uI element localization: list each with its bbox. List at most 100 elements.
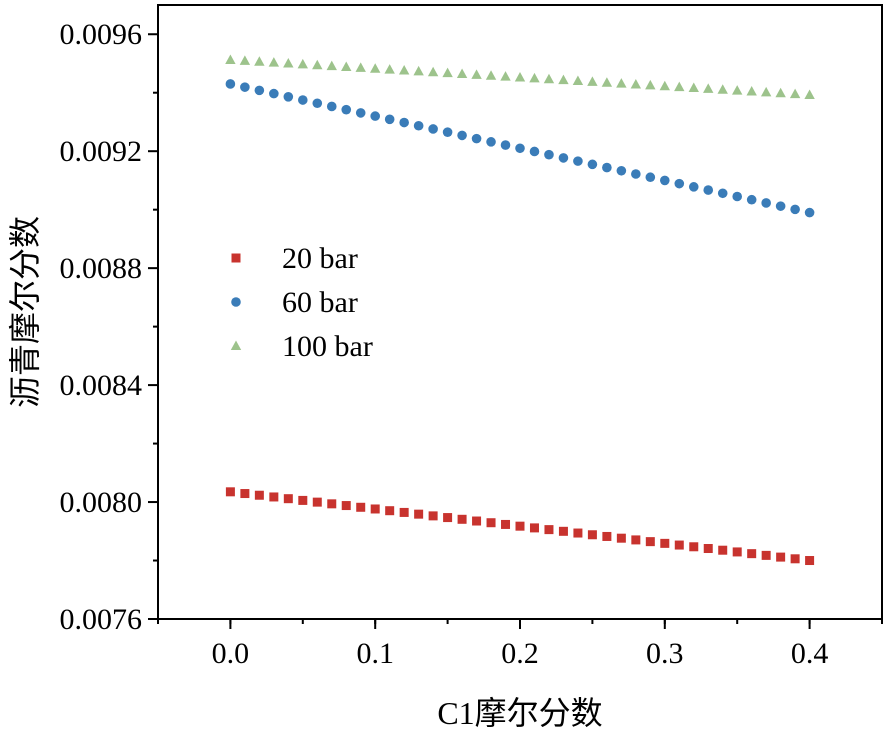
data-point [486, 518, 496, 528]
series-20-bar [225, 487, 815, 566]
x-tick-label: 0.0 [212, 637, 250, 670]
data-point [312, 497, 322, 507]
data-point [485, 70, 497, 80]
data-point [225, 487, 235, 497]
data-point [761, 550, 771, 560]
data-point [660, 538, 670, 548]
data-point [703, 83, 714, 93]
data-point [529, 72, 540, 83]
data-point [616, 78, 627, 88]
data-point [413, 65, 424, 76]
data-point [240, 82, 250, 92]
y-axis-ticks: 0.0076 0.0080 0.0084 0.0088 0.0092 0.0096 [60, 18, 158, 636]
data-point [283, 57, 294, 68]
y-tick-label: 0.0080 [60, 486, 143, 519]
data-point [645, 79, 656, 90]
data-point [515, 521, 525, 531]
data-point [471, 69, 482, 79]
legend-label: 20 bar [282, 242, 358, 275]
data-point [326, 60, 337, 71]
data-point [602, 531, 612, 541]
data-point [660, 175, 670, 186]
series-100-bar [225, 54, 815, 100]
y-tick-label: 0.0096 [60, 18, 143, 51]
data-point [341, 501, 351, 511]
data-point [399, 117, 409, 128]
data-point [558, 526, 568, 536]
data-point [659, 80, 670, 91]
data-point [298, 495, 308, 505]
legend-marker [231, 253, 241, 263]
data-point [760, 86, 772, 97]
series-60-bar [225, 79, 815, 218]
data-point [746, 86, 757, 96]
data-point [804, 207, 815, 218]
data-point [486, 137, 496, 147]
data-point [732, 547, 742, 557]
data-point [398, 64, 410, 75]
data-point [775, 87, 786, 98]
data-point [428, 511, 438, 521]
data-point [443, 513, 453, 523]
data-point [703, 544, 713, 554]
y-tick-label: 0.0092 [60, 135, 143, 168]
data-point [269, 492, 279, 502]
y-tick-label: 0.0076 [60, 603, 143, 636]
y-tick-label: 0.0088 [60, 252, 143, 285]
data-point [326, 101, 337, 112]
data-point [805, 556, 815, 566]
data-point [283, 494, 293, 504]
data-point [572, 75, 584, 86]
x-tick-label: 0.1 [356, 637, 394, 670]
data-point [573, 528, 583, 538]
data-point [558, 74, 569, 85]
data-point [254, 85, 265, 96]
data-point [717, 188, 728, 199]
x-tick-label: 0.4 [791, 637, 829, 670]
x-axis-ticks: 0.0 0.1 0.2 0.3 0.4 [157, 619, 883, 670]
y-axis-title: 沥青摩尔分数 [7, 216, 43, 408]
data-point [457, 130, 467, 141]
data-point [688, 82, 699, 93]
data-point [370, 111, 381, 121]
data-point [631, 169, 641, 179]
data-point [732, 191, 742, 202]
data-point [297, 58, 308, 69]
data-point [442, 67, 453, 78]
data-point [558, 153, 569, 163]
data-point [283, 92, 294, 102]
data-point [544, 525, 554, 535]
data-point [312, 59, 323, 70]
data-point [500, 71, 511, 81]
data-point [616, 165, 627, 176]
data-point [384, 114, 395, 125]
data-point [674, 178, 685, 189]
data-point [732, 85, 743, 95]
data-point [761, 198, 771, 208]
legend-marker [230, 340, 242, 350]
data-point [413, 120, 424, 131]
data-point [240, 489, 250, 499]
data-point [427, 66, 439, 77]
data-point [747, 549, 757, 559]
legend-label: 60 bar [282, 286, 358, 319]
data-point [717, 84, 728, 94]
series-layer [225, 54, 815, 566]
data-point [370, 504, 380, 514]
data-point [718, 545, 728, 555]
data-point [298, 95, 308, 105]
data-point [500, 140, 511, 150]
data-point [790, 554, 800, 564]
data-point [688, 182, 699, 192]
data-point [587, 76, 598, 86]
legend-label: 100 bar [282, 330, 373, 363]
data-point [587, 530, 597, 540]
data-point [529, 523, 539, 533]
data-point [630, 79, 642, 89]
data-point [472, 516, 482, 526]
data-point [471, 133, 482, 144]
data-point [543, 73, 555, 84]
data-point [456, 68, 468, 79]
data-point [776, 552, 786, 562]
